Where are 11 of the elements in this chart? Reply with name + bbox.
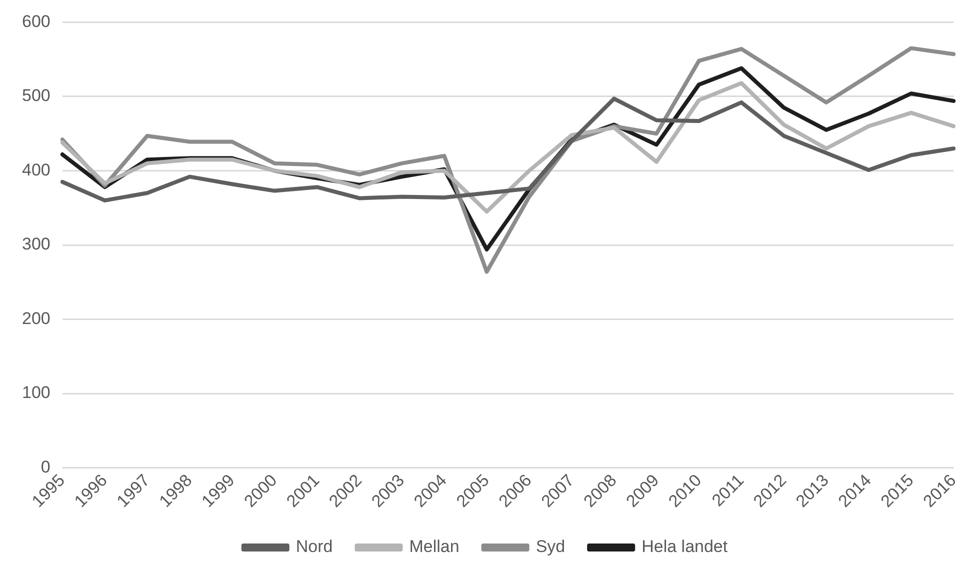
legend-label: Nord: [296, 537, 333, 556]
y-tick-label: 600: [22, 12, 50, 31]
y-tick-label: 300: [22, 234, 50, 254]
legend-label: Syd: [536, 537, 566, 556]
legend-label: Mellan: [409, 537, 460, 556]
y-tick-label: 0: [40, 458, 50, 477]
legend-label: Hela landet: [642, 537, 728, 556]
y-tick-label: 400: [22, 160, 50, 180]
y-tick-label: 500: [22, 86, 50, 106]
y-tick-label: 200: [22, 308, 50, 328]
y-tick-label: 100: [22, 383, 50, 402]
